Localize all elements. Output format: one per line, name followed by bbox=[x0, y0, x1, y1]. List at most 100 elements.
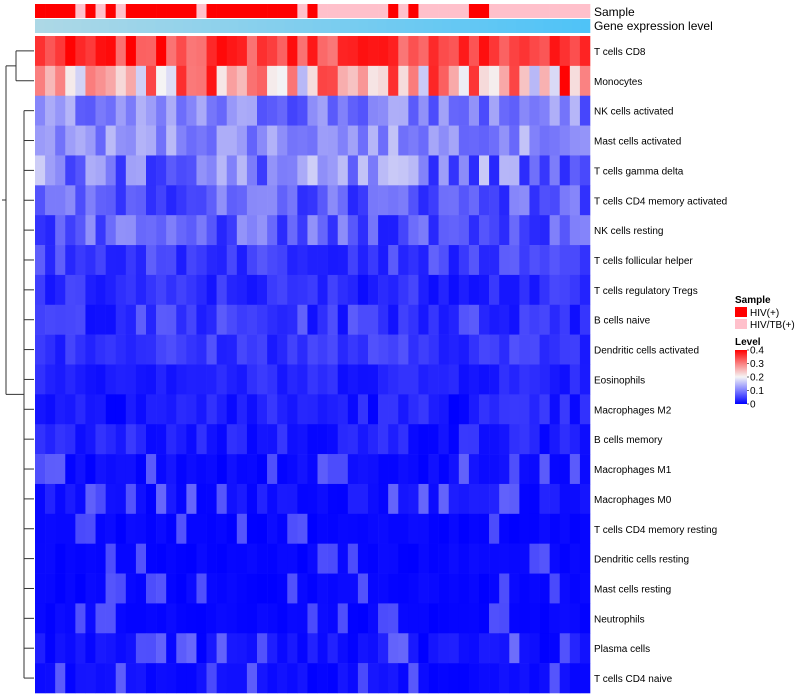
heatmap-cell bbox=[327, 663, 339, 694]
heatmap-cell bbox=[509, 573, 520, 604]
heatmap-cell bbox=[337, 483, 349, 515]
heatmap-cell bbox=[166, 95, 177, 126]
heatmap-cell bbox=[85, 215, 96, 246]
heatmap-cell bbox=[529, 245, 540, 276]
heatmap-cell bbox=[95, 185, 106, 216]
heatmap-cell bbox=[65, 304, 76, 335]
heatmap-cell bbox=[438, 513, 450, 544]
heatmap-cell bbox=[236, 424, 248, 455]
heatmap-cell bbox=[579, 215, 591, 246]
heatmap-cell bbox=[35, 65, 46, 97]
heatmap-cell bbox=[166, 513, 177, 544]
heatmap-cell bbox=[95, 424, 106, 455]
heatmap-cell bbox=[307, 36, 318, 67]
heatmap-cell bbox=[297, 543, 308, 574]
heatmap-cell bbox=[448, 454, 460, 485]
heatmap-cell bbox=[65, 543, 76, 574]
heatmap-cell bbox=[125, 304, 137, 335]
heatmap-cell bbox=[206, 364, 217, 395]
heatmap-cell bbox=[75, 394, 86, 425]
heatmap-cell bbox=[216, 364, 228, 395]
heatmap-cell bbox=[489, 185, 500, 216]
heatmap-cell bbox=[55, 663, 66, 694]
heatmap-cell bbox=[206, 513, 217, 544]
heatmap-cell bbox=[115, 95, 127, 126]
heatmap-cell bbox=[105, 125, 117, 156]
heatmap-cell bbox=[186, 125, 197, 156]
row-label: Eosinophils bbox=[594, 375, 645, 386]
sample-cell bbox=[166, 4, 177, 18]
heatmap-cell bbox=[378, 633, 389, 664]
heatmap-cell bbox=[458, 454, 470, 485]
heatmap-cell bbox=[55, 215, 66, 246]
expression-annotation-bar bbox=[35, 19, 591, 33]
heatmap-cell bbox=[539, 65, 550, 97]
legend-level-colorbar bbox=[735, 350, 747, 404]
heatmap-cell bbox=[196, 663, 207, 694]
heatmap-cell bbox=[55, 603, 66, 634]
sample-cell bbox=[368, 4, 379, 18]
heatmap-cell bbox=[388, 454, 399, 485]
heatmap-cell bbox=[226, 65, 238, 97]
heatmap-cell bbox=[509, 155, 520, 186]
heatmap-cell bbox=[146, 304, 157, 335]
heatmap-cell bbox=[347, 334, 359, 365]
heatmap-cell bbox=[549, 185, 561, 216]
heatmap-cell bbox=[206, 394, 217, 425]
heatmap-cell bbox=[35, 424, 46, 455]
heatmap-cell bbox=[509, 424, 520, 455]
heatmap-cell bbox=[176, 95, 187, 126]
heatmap-cell bbox=[115, 215, 127, 246]
heatmap-cell bbox=[458, 36, 470, 67]
row-label: Dendritic cells resting bbox=[594, 555, 689, 566]
heatmap-cell bbox=[337, 65, 349, 97]
heatmap-cell bbox=[246, 215, 258, 246]
row-label: B cells naive bbox=[594, 316, 651, 327]
expression-cell bbox=[469, 19, 480, 33]
heatmap-cell bbox=[277, 304, 288, 335]
heatmap-cell bbox=[105, 394, 117, 425]
heatmap-cell bbox=[428, 95, 439, 126]
heatmap-cell bbox=[579, 573, 591, 604]
row-label: Macrophages M2 bbox=[594, 405, 672, 416]
heatmap-cell bbox=[388, 95, 399, 126]
heatmap-cell bbox=[428, 185, 439, 216]
heatmap-cell bbox=[85, 274, 96, 306]
heatmap-cell bbox=[388, 663, 399, 694]
heatmap-cell bbox=[166, 65, 177, 97]
heatmap-cell bbox=[146, 394, 157, 425]
heatmap-cell bbox=[277, 95, 288, 126]
heatmap-cell bbox=[418, 364, 429, 395]
heatmap-cell bbox=[226, 95, 238, 126]
heatmap-cell bbox=[135, 245, 147, 276]
heatmap-cell bbox=[368, 125, 379, 156]
heatmap-cell bbox=[45, 573, 56, 604]
heatmap-cell bbox=[559, 215, 571, 246]
heatmap-cell bbox=[125, 483, 137, 515]
expression-cell bbox=[257, 19, 267, 33]
heatmap-cell bbox=[438, 95, 450, 126]
row-label: Plasma cells bbox=[594, 644, 650, 655]
heatmap-cell bbox=[226, 155, 238, 186]
heatmap-cell bbox=[196, 155, 207, 186]
expression-cell bbox=[118, 19, 128, 33]
heatmap-cell bbox=[428, 543, 439, 574]
heatmap-cell bbox=[35, 304, 46, 335]
heatmap-cell bbox=[297, 513, 308, 544]
heatmap-cell bbox=[357, 603, 369, 634]
heatmap-cell bbox=[196, 334, 207, 365]
heatmap-cell bbox=[85, 95, 96, 126]
heatmap-cell bbox=[115, 364, 127, 395]
heatmap-cell bbox=[378, 424, 389, 455]
heatmap-cell bbox=[186, 483, 197, 515]
heatmap-cell bbox=[458, 95, 470, 126]
row-label: T cells gamma delta bbox=[594, 166, 684, 177]
heatmap-cell bbox=[347, 454, 359, 485]
heatmap-cell bbox=[388, 65, 399, 97]
heatmap-cell bbox=[529, 65, 540, 97]
expression-cell bbox=[377, 19, 387, 33]
heatmap-cell bbox=[287, 364, 298, 395]
heatmap-cell bbox=[539, 573, 550, 604]
heatmap-cell bbox=[206, 663, 217, 694]
heatmap-cell bbox=[135, 185, 147, 216]
